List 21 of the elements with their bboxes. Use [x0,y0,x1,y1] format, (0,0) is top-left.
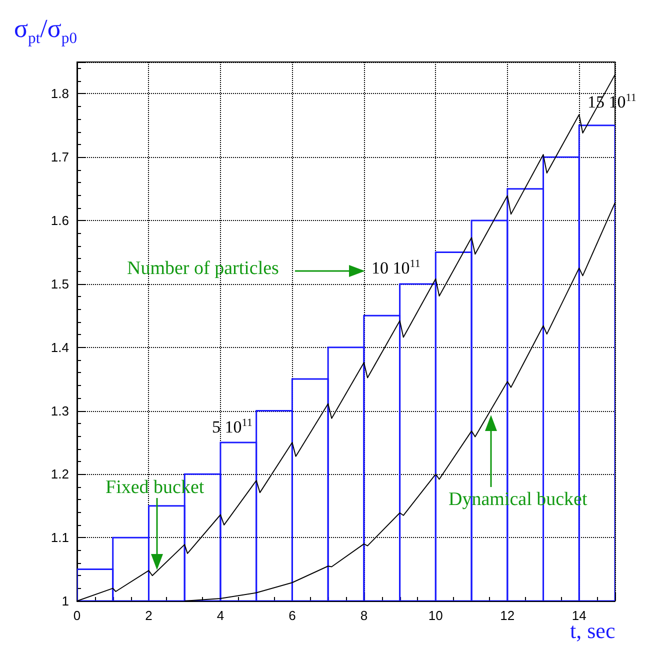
x-tick-label: 4 [216,608,224,623]
x-tick-label: 14 [572,608,586,623]
y-tick-label: 1.3 [50,403,69,418]
y-tick-label: 1.4 [50,340,69,355]
x-tick-label: 12 [500,608,515,623]
annotation: 5 10$^{11}$ [212,416,252,438]
y-tick-label: 1.6 [50,213,69,228]
x-tick-label: 0 [73,608,81,623]
y-tick-label: 1.1 [50,530,69,546]
x-tick-label: 6 [288,608,296,623]
x-tick-label: 10 [428,608,443,623]
y-tick-label: 1.5 [50,276,69,292]
y-tick-label: 1.2 [50,466,69,482]
y-axis-title: σ$_{pt}$/σ$_{p0}$ [14,14,77,48]
x-tick-label: 2 [145,608,152,623]
y-tick-label: 1.7 [50,150,69,165]
annotation: Number of particles [127,258,279,280]
y-tick-label: 1.8 [50,86,69,102]
x-tick-label: 8 [360,608,368,623]
y-tick-label: 1 [62,594,69,608]
annotation: 10 10$^{11}$ [372,258,420,278]
